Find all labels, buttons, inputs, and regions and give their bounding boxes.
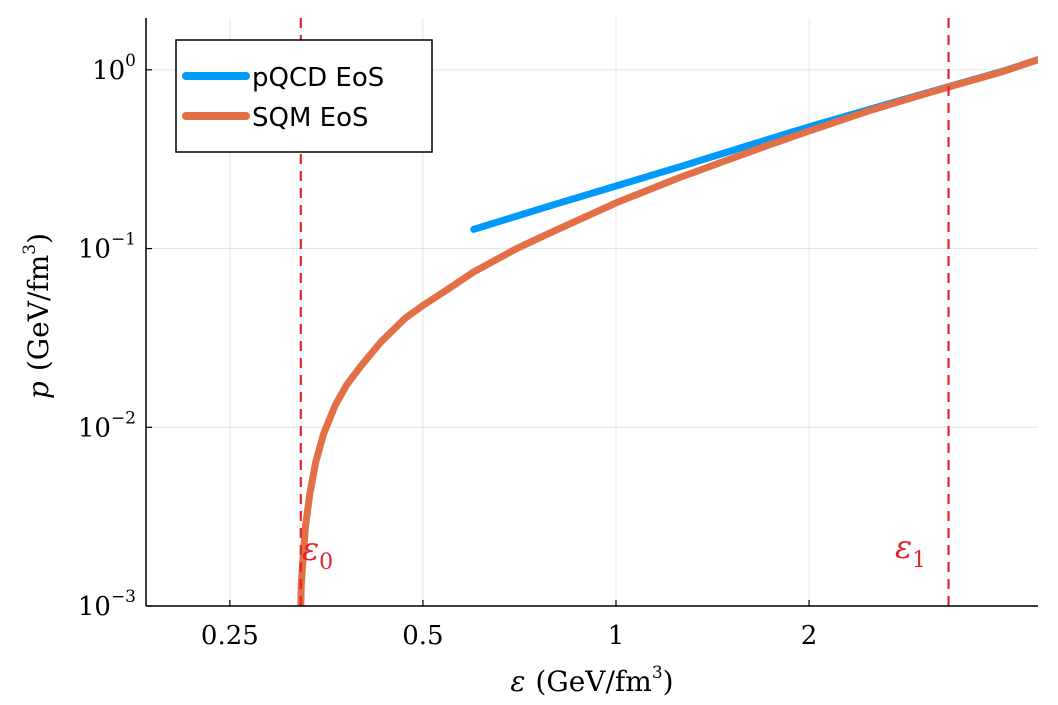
epsilon-0-label: ε0 <box>302 530 333 575</box>
x-axis-label: ε (GeV/fm3) <box>510 663 673 698</box>
x-tick-label: 0.5 <box>402 621 443 651</box>
y-tick-label: 10−3 <box>78 587 136 622</box>
x-tick-label: 0.25 <box>201 621 259 651</box>
legend-box <box>175 39 433 153</box>
y-tick-label: 10−2 <box>78 408 136 443</box>
y-axis-ticks: 10−3 10−2 10−1 100 <box>78 51 152 622</box>
legend-label-sqm: SQM EoS <box>252 103 369 133</box>
x-tick-label: 1 <box>608 621 625 651</box>
x-axis-ticks: 0.25 0.5 1 2 <box>201 600 817 651</box>
vlines-layer <box>299 18 950 606</box>
x-tick-label: 2 <box>801 621 818 651</box>
y-tick-label: 10−1 <box>78 230 136 265</box>
legend-label-pqcd: pQCD EoS <box>252 63 384 93</box>
series-line-sqm <box>297 56 1038 606</box>
series-layer <box>297 56 1038 606</box>
legend: pQCD EoS SQM EoS <box>175 39 433 153</box>
y-axis-label: p(GeV/fm3) <box>20 233 55 399</box>
epsilon-1-label: ε1 <box>895 528 926 573</box>
y-tick-label: 100 <box>92 51 136 86</box>
